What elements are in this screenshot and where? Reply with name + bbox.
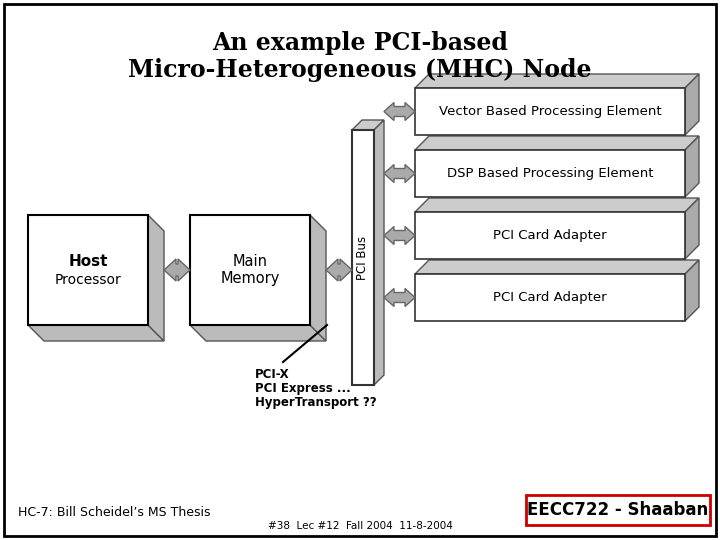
FancyBboxPatch shape — [415, 88, 685, 135]
FancyBboxPatch shape — [190, 215, 310, 325]
Text: PCI Card Adapter: PCI Card Adapter — [493, 229, 607, 242]
Text: Main
Memory: Main Memory — [220, 254, 279, 286]
Polygon shape — [310, 215, 326, 341]
FancyBboxPatch shape — [415, 274, 685, 321]
Polygon shape — [190, 325, 326, 341]
Text: EECC722 - Shaaban: EECC722 - Shaaban — [527, 501, 708, 519]
Polygon shape — [685, 198, 699, 259]
FancyBboxPatch shape — [526, 495, 710, 525]
Text: Vector Based Processing Element: Vector Based Processing Element — [438, 105, 661, 118]
Polygon shape — [685, 74, 699, 135]
Text: Processor: Processor — [55, 273, 122, 287]
Polygon shape — [415, 260, 699, 274]
Polygon shape — [685, 260, 699, 321]
FancyBboxPatch shape — [4, 4, 716, 536]
Polygon shape — [384, 288, 415, 307]
FancyBboxPatch shape — [415, 150, 685, 197]
Polygon shape — [28, 325, 164, 341]
Text: PCI Express ...: PCI Express ... — [255, 382, 351, 395]
Text: Micro-Heterogeneous (MHC) Node: Micro-Heterogeneous (MHC) Node — [128, 58, 592, 82]
Polygon shape — [415, 198, 699, 212]
Text: PCI Bus: PCI Bus — [356, 235, 369, 280]
Polygon shape — [148, 215, 164, 341]
Polygon shape — [415, 136, 699, 150]
Polygon shape — [326, 259, 352, 281]
Polygon shape — [384, 103, 415, 120]
Polygon shape — [352, 120, 384, 130]
Text: PCI-X: PCI-X — [255, 368, 289, 381]
Text: Host: Host — [68, 254, 108, 269]
Polygon shape — [384, 226, 415, 245]
Polygon shape — [384, 165, 415, 183]
FancyBboxPatch shape — [352, 130, 374, 385]
Text: An example PCI-based: An example PCI-based — [212, 31, 508, 55]
Text: HyperTransport ??: HyperTransport ?? — [255, 396, 377, 409]
Text: #38  Lec #12  Fall 2004  11-8-2004: #38 Lec #12 Fall 2004 11-8-2004 — [268, 521, 452, 531]
Text: DSP Based Processing Element: DSP Based Processing Element — [446, 167, 653, 180]
Text: PCI Card Adapter: PCI Card Adapter — [493, 291, 607, 304]
FancyBboxPatch shape — [28, 215, 148, 325]
Polygon shape — [415, 74, 699, 88]
Polygon shape — [685, 136, 699, 197]
FancyBboxPatch shape — [415, 212, 685, 259]
Text: HC-7: Bill Scheidel’s MS Thesis: HC-7: Bill Scheidel’s MS Thesis — [18, 505, 210, 518]
Polygon shape — [164, 259, 190, 281]
Polygon shape — [374, 120, 384, 385]
